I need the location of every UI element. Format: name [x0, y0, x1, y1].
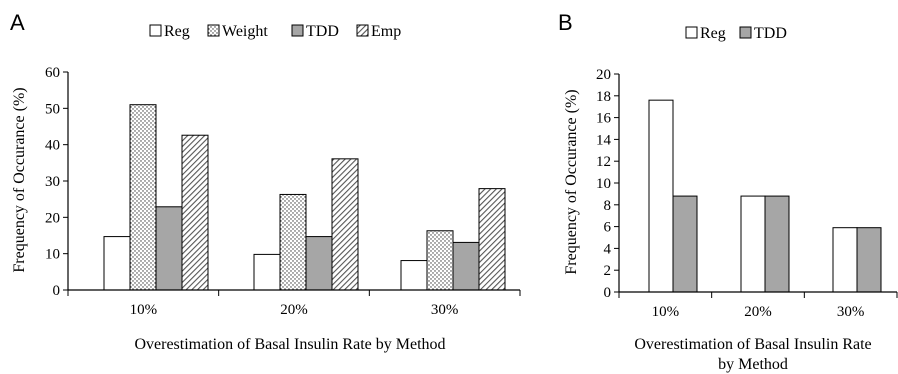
- legend-swatch-a-weight: [207, 24, 220, 37]
- y-axis-label-a: Frequency of Occurance (%): [11, 87, 28, 272]
- legend-swatch-b-reg: [685, 26, 698, 39]
- y-tick-label-a: 0: [53, 283, 61, 299]
- y-tick-label-b: 12: [596, 154, 611, 170]
- y-tick-label-b: 6: [604, 220, 612, 236]
- bar-a-weight-3: [426, 230, 454, 291]
- legend-label-a-emp: Emp: [371, 23, 401, 40]
- y-tick-label-a: 10: [45, 247, 60, 263]
- y-tick-label-b: 2: [604, 263, 612, 279]
- legend-label-b-reg: Reg: [700, 25, 726, 42]
- y-tick-label-b: 0: [604, 285, 612, 301]
- bar-a-emp-2: [331, 158, 359, 291]
- y-tick-label-a: 60: [45, 65, 60, 81]
- bar-a-tdd-1: [155, 206, 183, 291]
- panel-label-b: B: [558, 10, 573, 35]
- legend-swatch-a-reg: [149, 24, 162, 37]
- bar-a-reg-2: [253, 253, 281, 291]
- x-axis-label-b-line1: Overestimation of Basal Insulin Rate: [634, 336, 871, 353]
- x-tick-label-b-3: 30%: [837, 304, 865, 320]
- bar-b-tdd-3: [856, 227, 882, 293]
- y-tick-label-a: 30: [45, 174, 60, 190]
- bar-b-reg-1: [648, 99, 674, 293]
- bar-a-reg-3: [400, 260, 428, 291]
- legend-swatch-b-tdd: [739, 26, 752, 39]
- bar-a-emp-1: [181, 134, 209, 291]
- y-tick-label-a: 50: [45, 101, 60, 117]
- bar-a-weight-2: [279, 193, 307, 291]
- x-axis-label-a: Overestimation of Basal Insulin Rate by …: [134, 336, 445, 353]
- bar-a-emp-3: [478, 188, 506, 291]
- panel-label-a: A: [10, 10, 25, 35]
- y-tick-label-b: 14: [596, 132, 612, 148]
- bar-a-weight-1: [129, 104, 157, 291]
- bar-a-tdd-3: [452, 241, 480, 291]
- x-tick-label-b-1: 10%: [652, 304, 680, 320]
- x-tick-label-a-3: 30%: [431, 302, 459, 318]
- bar-a-reg-1: [103, 236, 131, 291]
- y-tick-label-b: 4: [604, 241, 612, 257]
- bar-b-tdd-1: [672, 195, 698, 293]
- legend-label-a-weight: Weight: [222, 23, 268, 40]
- y-tick-label-b: 10: [596, 176, 611, 192]
- x-axis-label-b-line2: by Method: [718, 356, 788, 373]
- legend-a: Reg Weight TDD Emp: [149, 23, 401, 40]
- x-tick-label-a-1: 10%: [130, 302, 158, 318]
- plot-area-a: 0 10 20 30 40 50 60 10% 20% 30%: [45, 65, 521, 318]
- y-tick-label-b: 20: [596, 67, 611, 83]
- x-tick-label-a-2: 20%: [280, 302, 308, 318]
- panel-a: A Reg Weight TDD Emp 0 10 20 30 40 50 60 10% 20% 30%…: [10, 10, 521, 353]
- bar-a-tdd-2: [305, 236, 333, 291]
- legend-label-a-reg: Reg: [164, 23, 190, 40]
- legend-label-a-tdd: TDD: [306, 23, 339, 40]
- legend-swatch-a-tdd: [291, 24, 304, 37]
- y-tick-label-b: 18: [596, 89, 611, 105]
- y-tick-label-a: 40: [45, 138, 60, 154]
- bar-b-reg-3: [832, 227, 858, 293]
- y-axis-label-b: Frequency of Occurance (%): [563, 89, 580, 274]
- panel-b: B Reg TDD 0 2 4 6 8 10 12 14 16 18 20 10% 20% 30% Freq…: [558, 10, 898, 373]
- y-tick-label-a: 20: [45, 210, 60, 226]
- bar-b-tdd-2: [764, 195, 790, 293]
- plot-area-b: 0 2 4 6 8 10 12 14 16 18 20 10% 20% 30%: [596, 67, 898, 320]
- bar-b-reg-2: [740, 195, 766, 293]
- y-tick-label-b: 8: [604, 198, 612, 214]
- x-tick-label-b-2: 20%: [744, 304, 772, 320]
- legend-label-b-tdd: TDD: [754, 25, 787, 42]
- y-tick-label-b: 16: [596, 111, 612, 127]
- legend-b: Reg TDD: [685, 25, 787, 42]
- legend-swatch-a-emp: [356, 24, 369, 37]
